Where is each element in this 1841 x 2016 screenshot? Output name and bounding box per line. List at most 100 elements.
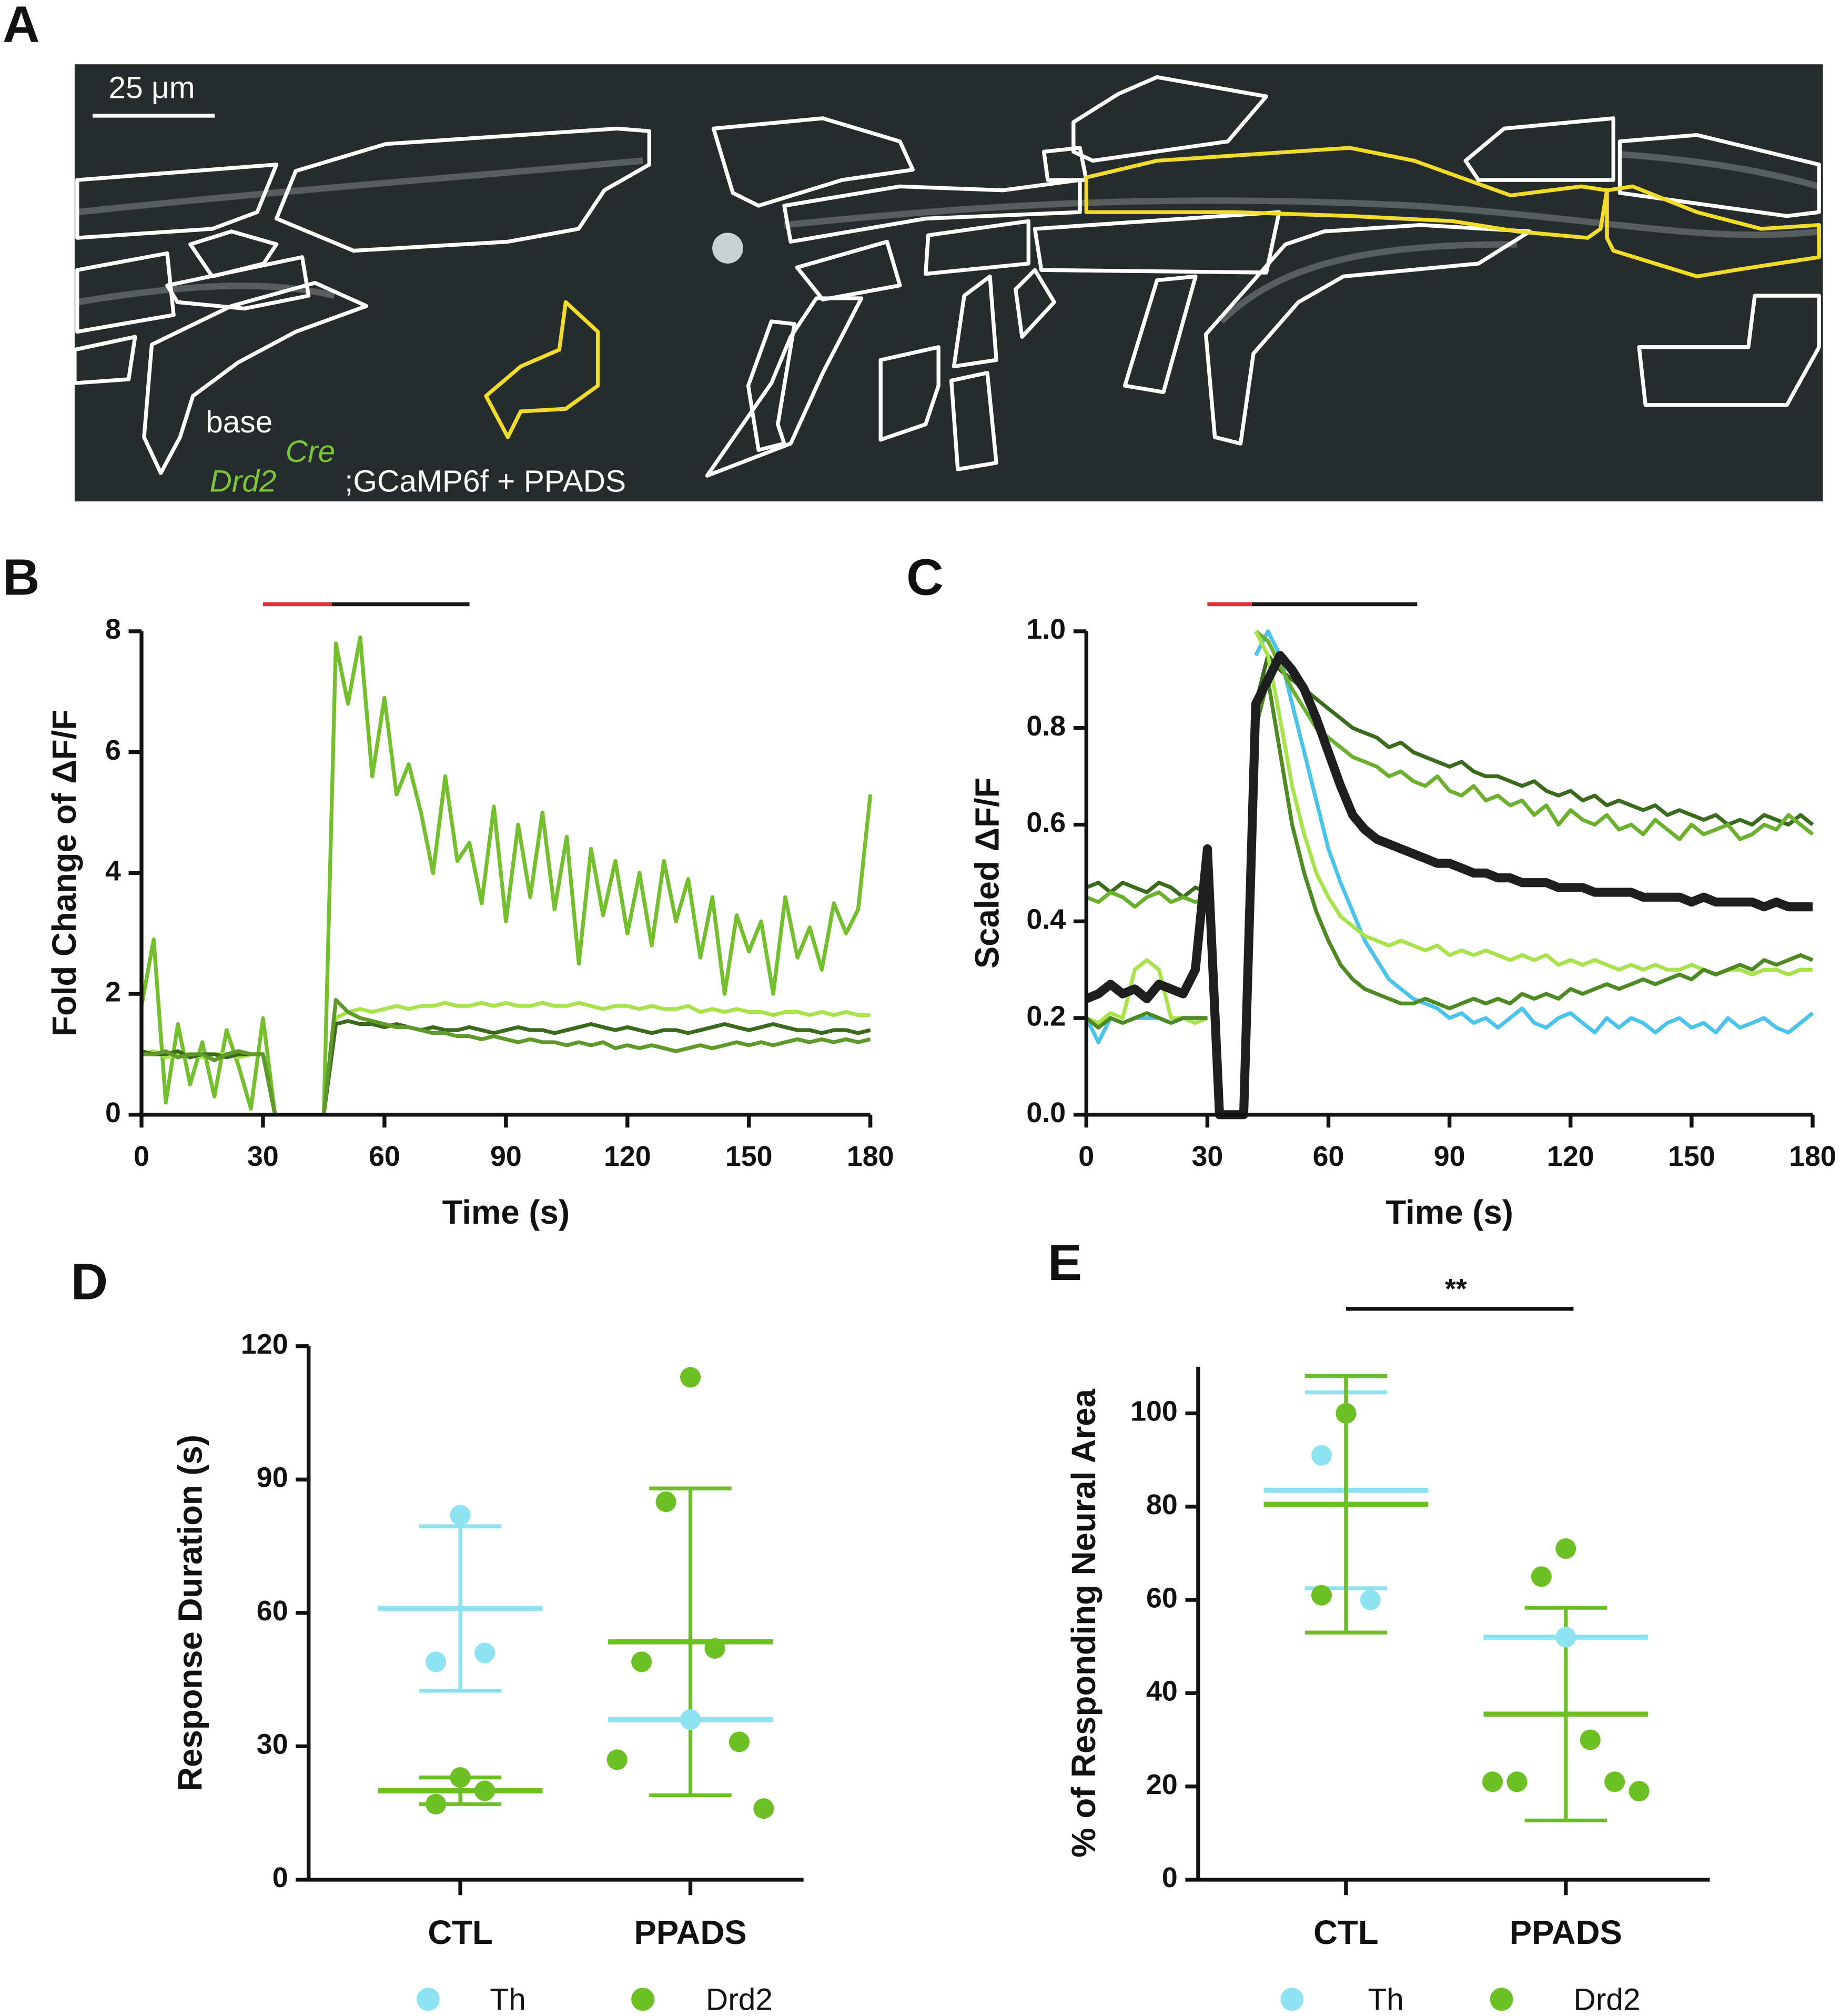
legend-marker bbox=[417, 1988, 440, 2011]
trace bbox=[1085, 630, 1814, 909]
x-tick-label: PPADS bbox=[634, 1914, 746, 1951]
panel-label: B bbox=[3, 548, 40, 606]
data-point bbox=[1628, 1780, 1650, 1802]
legend-label: Th bbox=[490, 1983, 525, 2016]
data-point bbox=[1506, 1771, 1528, 1792]
trace bbox=[1084, 629, 1814, 1044]
x-axis-title: Time (s) bbox=[1385, 1194, 1513, 1231]
caption-rest: ;GCaMP6f + PPADS bbox=[345, 464, 626, 498]
y-tick-label: 60 bbox=[257, 1595, 288, 1627]
x-tick-label: 120 bbox=[604, 1141, 651, 1172]
data-point bbox=[450, 1505, 471, 1526]
data-point bbox=[1360, 1589, 1381, 1610]
y-tick-label: 8 bbox=[105, 613, 121, 645]
fiber-texture bbox=[76, 151, 1820, 324]
data-point bbox=[729, 1731, 750, 1752]
micrograph: 25 μm base Drd2 Cre ;GCaMP6f + PPADS bbox=[73, 64, 1823, 502]
y-tick-label: 30 bbox=[257, 1729, 288, 1760]
caption-superscript: Cre bbox=[286, 435, 336, 469]
data-point bbox=[1555, 1538, 1576, 1559]
legend-marker bbox=[1280, 1988, 1304, 2011]
y-tick-label: 6 bbox=[105, 734, 121, 766]
data-point bbox=[680, 1709, 701, 1730]
data-point bbox=[1336, 1403, 1357, 1424]
panel-label: D bbox=[71, 1253, 108, 1311]
y-tick-label: 0.6 bbox=[1026, 807, 1066, 839]
data-point bbox=[1311, 1445, 1332, 1466]
data-point bbox=[426, 1793, 447, 1815]
x-tick-label: 120 bbox=[1547, 1141, 1594, 1172]
data-point bbox=[450, 1767, 471, 1788]
roi-highlighted bbox=[484, 146, 1821, 439]
data-point bbox=[1531, 1566, 1552, 1587]
data-point bbox=[1482, 1771, 1503, 1792]
y-tick-label: 0.4 bbox=[1026, 903, 1066, 935]
significance-label: ** bbox=[1445, 1273, 1467, 1305]
data-point bbox=[631, 1651, 652, 1672]
y-tick-label: 2 bbox=[105, 976, 121, 1007]
x-tick-label: 180 bbox=[1789, 1141, 1836, 1172]
legend-label: Th bbox=[1368, 1983, 1403, 2016]
legend-label: Drd2 bbox=[706, 1983, 773, 2016]
y-tick-label: 80 bbox=[1146, 1489, 1178, 1520]
y-tick-label: 0.8 bbox=[1026, 710, 1066, 742]
data-point bbox=[704, 1638, 725, 1659]
data-point bbox=[426, 1651, 447, 1672]
x-tick-label: 150 bbox=[1668, 1141, 1715, 1172]
x-axis-title: Time (s) bbox=[442, 1194, 570, 1231]
data-point bbox=[606, 1749, 628, 1770]
y-tick-label: 1.0 bbox=[1026, 613, 1066, 645]
panel-label: E bbox=[1048, 1234, 1082, 1291]
x-tick-label: 90 bbox=[1434, 1141, 1465, 1172]
caption-gene: Drd2 bbox=[210, 464, 277, 498]
trace bbox=[1085, 678, 1814, 1030]
x-tick-label: 60 bbox=[1313, 1141, 1344, 1172]
y-axis-title: Response Duration (s) bbox=[172, 1435, 209, 1791]
trace bbox=[1085, 653, 1814, 900]
data-point bbox=[474, 1780, 495, 1801]
data-point bbox=[655, 1491, 676, 1513]
y-tick-label: 60 bbox=[1146, 1582, 1178, 1614]
y-tick-label: 40 bbox=[1146, 1676, 1178, 1707]
roi-outlines bbox=[73, 75, 1821, 478]
image-background bbox=[74, 64, 1823, 502]
x-tick-label: 30 bbox=[247, 1141, 279, 1172]
caption-base: base bbox=[206, 405, 272, 439]
x-tick-label: CTL bbox=[428, 1914, 493, 1951]
y-tick-label: 4 bbox=[105, 855, 121, 887]
legend-marker bbox=[1490, 1988, 1513, 2011]
trace bbox=[141, 997, 871, 1117]
y-tick-label: 0.0 bbox=[1026, 1097, 1066, 1128]
panel-label: A bbox=[3, 0, 40, 53]
y-tick-label: 90 bbox=[257, 1461, 288, 1493]
legend-label: Drd2 bbox=[1573, 1983, 1640, 2016]
x-tick-label: 30 bbox=[1191, 1141, 1223, 1172]
data-point bbox=[1311, 1585, 1332, 1606]
y-tick-label: 0 bbox=[272, 1862, 288, 1893]
data-point bbox=[680, 1367, 701, 1388]
y-tick-label: 0 bbox=[105, 1097, 121, 1128]
x-tick-label: 0 bbox=[134, 1141, 149, 1172]
data-point bbox=[753, 1798, 774, 1819]
x-tick-label: 180 bbox=[847, 1141, 894, 1172]
y-tick-label: 120 bbox=[241, 1328, 288, 1360]
y-axis-title: Scaled ΔF/F bbox=[969, 778, 1006, 969]
y-tick-label: 0 bbox=[1162, 1862, 1178, 1893]
y-axis-title: % of Responding Neural Area bbox=[1065, 1388, 1102, 1857]
scale-bar-label: 25 μm bbox=[108, 71, 195, 105]
x-tick-label: 60 bbox=[369, 1141, 400, 1172]
x-tick-label: CTL bbox=[1313, 1914, 1378, 1951]
x-tick-label: 90 bbox=[490, 1141, 522, 1172]
legend-marker bbox=[631, 1988, 655, 2011]
y-tick-label: 0.2 bbox=[1026, 1000, 1066, 1032]
trace bbox=[139, 635, 873, 1117]
data-point bbox=[1604, 1771, 1625, 1792]
x-tick-label: 150 bbox=[725, 1141, 773, 1172]
y-axis-title: Fold Change of ΔF/F bbox=[46, 710, 83, 1036]
x-tick-label: PPADS bbox=[1510, 1914, 1622, 1951]
trace bbox=[1085, 651, 1813, 1120]
data-point bbox=[1580, 1729, 1601, 1750]
y-tick-label: 20 bbox=[1146, 1769, 1178, 1800]
